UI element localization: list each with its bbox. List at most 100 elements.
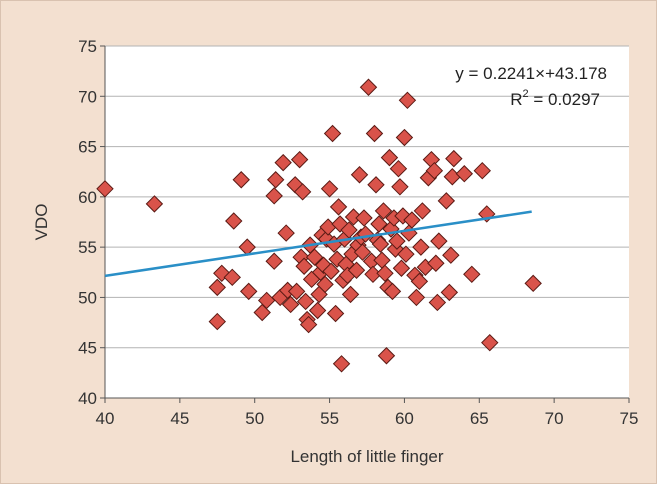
x-axis-title: Length of little finger (290, 447, 443, 466)
data-point (353, 243, 372, 261)
y-tick-label: 70 (78, 87, 97, 106)
data-point (253, 303, 271, 322)
data-point (355, 209, 373, 227)
x-tick-labels: 40 45 50 55 60 65 70 75 (96, 409, 639, 428)
y-tick-label: 40 (78, 389, 97, 408)
y-tick-label: 60 (78, 188, 97, 207)
data-point (463, 265, 481, 284)
data-point (277, 224, 295, 242)
data-point (305, 248, 324, 266)
data-point (314, 256, 333, 274)
data-point (413, 202, 432, 220)
data-point (347, 261, 366, 279)
data-point (341, 285, 360, 304)
data-point (344, 208, 363, 226)
data-point (389, 159, 408, 178)
data-point (208, 278, 226, 297)
data-point (225, 212, 243, 230)
data-point (316, 275, 334, 294)
y-axis-title: VDO (32, 204, 51, 241)
data-point (323, 124, 342, 143)
data-point (265, 187, 283, 205)
data-point (445, 149, 463, 168)
data-point (412, 238, 430, 256)
x-tick-label: 45 (170, 409, 189, 428)
data-point (208, 312, 226, 331)
data-point (281, 295, 300, 314)
data-point (374, 202, 393, 220)
y-tick-label: 50 (78, 288, 97, 307)
data-point (365, 124, 384, 143)
r-squared-value: = 0.0297 (529, 90, 600, 109)
data-point (223, 268, 241, 287)
data-point (371, 235, 390, 253)
x-tick-label: 40 (96, 409, 115, 428)
x-tick-label: 60 (395, 409, 414, 428)
data-point (397, 245, 415, 263)
data-point (359, 78, 378, 96)
y-tick-label: 55 (78, 238, 97, 257)
data-point (287, 282, 306, 301)
y-tick-label: 65 (78, 138, 97, 157)
data-point (377, 347, 396, 365)
y-tick-label: 45 (78, 339, 97, 358)
axes (100, 45, 630, 403)
data-point (350, 166, 369, 184)
data-point (386, 240, 405, 258)
data-point (274, 153, 292, 172)
data-point (96, 180, 114, 198)
data-point (427, 254, 445, 272)
x-tick-label: 50 (245, 409, 264, 428)
r-squared-label: R2 = 0.0297 (510, 88, 600, 109)
data-point (308, 301, 327, 320)
data-point (383, 282, 402, 301)
data-point (326, 304, 345, 323)
data-point (392, 259, 411, 277)
data-point (320, 180, 339, 198)
data-point (265, 252, 283, 270)
data-point (376, 264, 394, 282)
data-point (296, 292, 315, 311)
data-point (240, 282, 258, 301)
data-point (407, 288, 426, 307)
data-point (524, 274, 542, 293)
data-point (395, 128, 414, 147)
data-point (295, 257, 313, 275)
r-squared-symbol: R (510, 90, 522, 109)
data-point (430, 232, 448, 250)
trendline (104, 210, 532, 278)
data-point (410, 272, 429, 291)
data-point (356, 225, 375, 243)
equation-label: y = 0.2241×+43.178 (455, 64, 607, 83)
data-point (332, 355, 351, 373)
data-point (380, 148, 399, 167)
x-tick-label: 75 (620, 409, 639, 428)
data-point (367, 176, 385, 194)
data-point (428, 293, 447, 312)
r-squared-exponent: 2 (523, 88, 529, 100)
data-point (398, 91, 417, 110)
data-point (293, 183, 312, 201)
y-tick-labels: 40 45 50 55 60 65 70 75 (78, 37, 97, 408)
data-point (455, 165, 474, 183)
x-tick-label: 65 (470, 409, 489, 428)
x-tick-label: 55 (320, 409, 339, 428)
data-point (388, 232, 406, 250)
data-point (481, 333, 499, 352)
data-point (145, 195, 164, 213)
x-tick-label: 70 (545, 409, 564, 428)
data-point (391, 178, 409, 196)
data-point (322, 262, 340, 280)
data-point (370, 215, 388, 233)
data-point (437, 192, 456, 210)
data-point (329, 198, 348, 216)
data-point (440, 283, 459, 302)
data-point (232, 171, 250, 189)
data-point (290, 150, 309, 169)
data-point (473, 162, 491, 180)
data-point (266, 171, 285, 189)
data-point (425, 162, 444, 180)
y-tick-label: 75 (78, 37, 97, 56)
